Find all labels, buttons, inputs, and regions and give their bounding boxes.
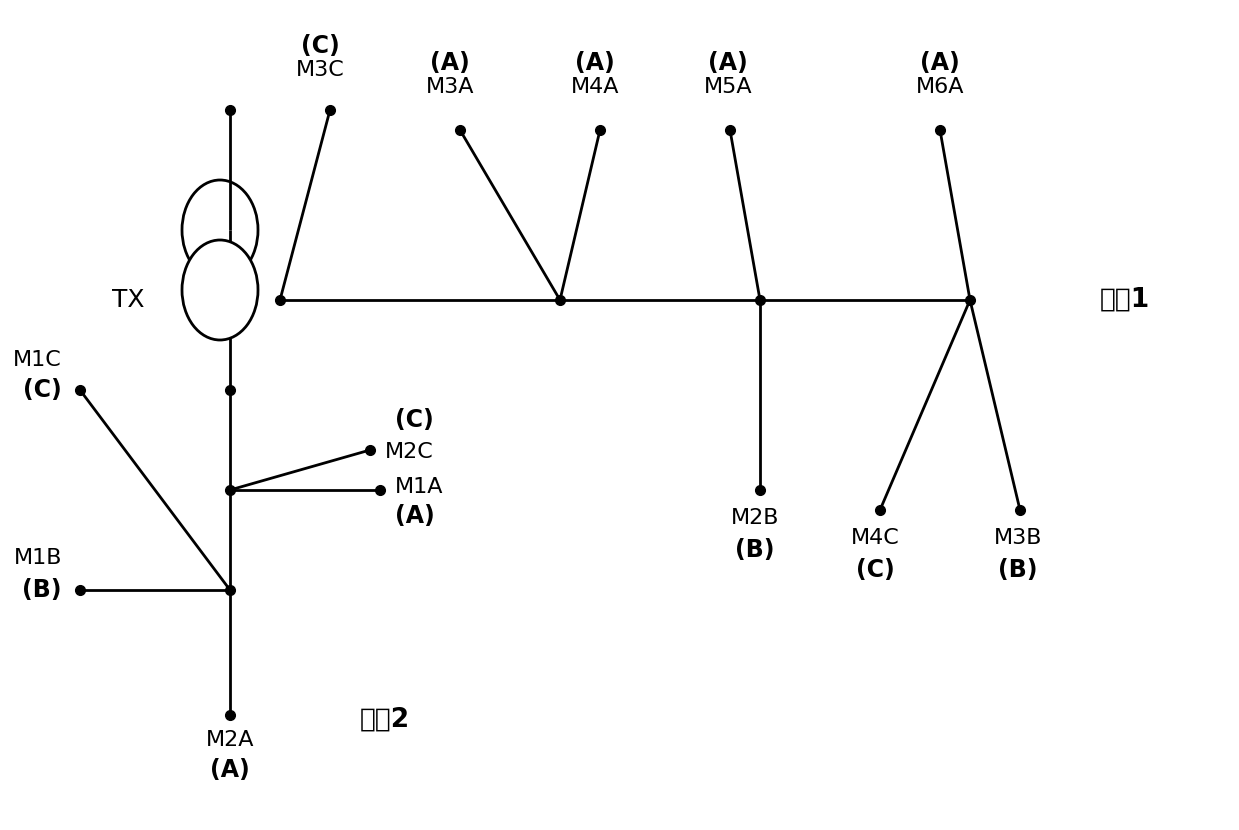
- Text: (A): (A): [709, 51, 748, 75]
- Text: M2B: M2B: [731, 508, 779, 528]
- Text: M4A: M4A: [571, 77, 620, 97]
- Text: M3C: M3C: [296, 60, 344, 80]
- Text: (C): (C): [301, 34, 339, 58]
- Text: (C): (C): [395, 408, 434, 432]
- Text: (A): (A): [430, 51, 470, 75]
- Text: (B): (B): [999, 558, 1038, 582]
- Text: (A): (A): [395, 504, 435, 528]
- Text: M2A: M2A: [206, 730, 254, 750]
- Text: (B): (B): [735, 538, 774, 562]
- Text: M1B: M1B: [14, 548, 62, 568]
- Text: M5A: M5A: [704, 77, 752, 97]
- Text: (A): (A): [211, 758, 250, 782]
- Text: 出线2: 出线2: [361, 707, 410, 733]
- Text: (A): (A): [921, 51, 960, 75]
- Text: M2C: M2C: [385, 442, 434, 462]
- Text: M3A: M3A: [426, 77, 475, 97]
- Text: (C): (C): [856, 558, 895, 582]
- Text: (C): (C): [24, 378, 62, 402]
- Text: M6A: M6A: [916, 77, 964, 97]
- Text: M3B: M3B: [994, 528, 1042, 548]
- Text: (A): (A): [575, 51, 615, 75]
- Text: M4C: M4C: [851, 528, 900, 548]
- Text: M1A: M1A: [395, 477, 444, 497]
- Text: (B): (B): [22, 578, 62, 602]
- Ellipse shape: [182, 240, 258, 340]
- Text: M1C: M1C: [14, 350, 62, 370]
- Text: 出线1: 出线1: [1100, 287, 1150, 313]
- Text: TX: TX: [113, 288, 145, 312]
